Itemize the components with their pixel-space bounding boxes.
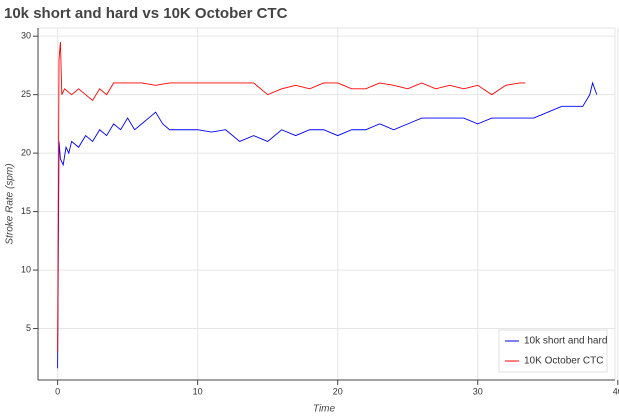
x-tick-label: 0 — [55, 386, 60, 396]
y-tick-label: 25 — [21, 89, 31, 99]
x-tick-label: 10 — [193, 386, 203, 396]
x-axis-label: Time — [313, 404, 336, 415]
y-tick-label: 5 — [26, 323, 31, 333]
legend-label: 10k short and hard — [524, 336, 607, 347]
plot-area — [37, 27, 616, 381]
legend-label: 10K October CTC — [524, 356, 603, 367]
y-tick-label: 15 — [21, 206, 31, 216]
legend: 10k short and hard 10K October CTC — [498, 329, 608, 373]
chart-title: 10k short and hard vs 10K October CTC — [4, 5, 288, 22]
x-tick-label: 40 — [613, 386, 619, 396]
y-tick-label: 10 — [21, 264, 31, 274]
x-tick-label: 20 — [333, 386, 343, 396]
series-line — [57, 41, 526, 352]
legend-box — [498, 329, 608, 373]
y-tick-label: 30 — [21, 31, 31, 41]
y-axis-label: Stroke Rate (spm) — [5, 163, 16, 244]
series-line — [57, 81, 598, 369]
y-tick-label: 20 — [21, 148, 31, 158]
x-tick-label: 30 — [473, 386, 483, 396]
